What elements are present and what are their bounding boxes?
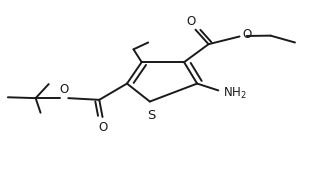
Text: S: S <box>147 109 156 122</box>
Text: NH$_2$: NH$_2$ <box>223 85 247 101</box>
Text: O: O <box>186 15 195 28</box>
Text: O: O <box>60 83 69 96</box>
Text: O: O <box>242 28 251 41</box>
Text: O: O <box>98 121 107 134</box>
